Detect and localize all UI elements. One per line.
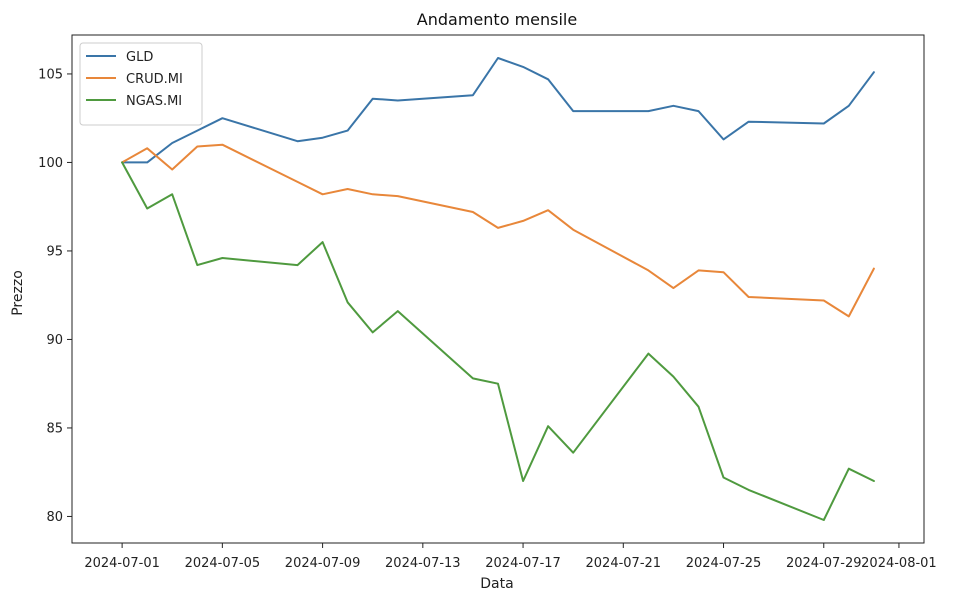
legend-box <box>79 42 203 126</box>
x-tick-label: 2024-07-21 <box>586 556 662 571</box>
x-tick-label: 2024-07-13 <box>385 556 461 571</box>
x-tick-label: 2024-07-09 <box>285 556 361 571</box>
y-tick-label: 95 <box>46 244 63 259</box>
plot-area <box>71 34 925 544</box>
legend-label: CRUD.MI <box>126 72 183 87</box>
y-tick-label: 100 <box>38 156 63 171</box>
x-tick-label: 2024-07-25 <box>686 556 762 571</box>
legend-label: NGAS.MI <box>126 94 182 109</box>
series-line-ngas-mi <box>121 161 875 521</box>
chart-title: Andamento mensile <box>417 10 577 29</box>
legend: GLD CRUD.MI NGAS.MI <box>79 42 203 126</box>
x-tick-label: 2024-07-05 <box>185 556 261 571</box>
y-axis-title: Prezzo <box>10 270 26 316</box>
x-tick-label: 2024-07-01 <box>84 556 160 571</box>
y-tick-label: 85 <box>46 421 63 436</box>
series-line-gld <box>121 57 875 164</box>
x-tick-label: 2024-07-17 <box>485 556 561 571</box>
y-tick-label: 105 <box>38 67 63 82</box>
x-axis-title: Data <box>480 576 513 592</box>
series-line-crud-mi <box>121 143 875 318</box>
y-tick-label: 90 <box>46 333 63 348</box>
x-axis: 2024-07-01 2024-07-05 2024-07-09 2024-07-13… <box>84 543 937 571</box>
x-tick-label: 2024-07-29 <box>786 556 862 571</box>
y-tick-label: 80 <box>46 510 63 525</box>
x-tick-label: 2024-08-01 <box>861 556 937 571</box>
series-layer <box>121 57 875 521</box>
y-axis: 80 85 90 95 100 105 <box>38 67 72 525</box>
legend-label: GLD <box>126 50 153 65</box>
